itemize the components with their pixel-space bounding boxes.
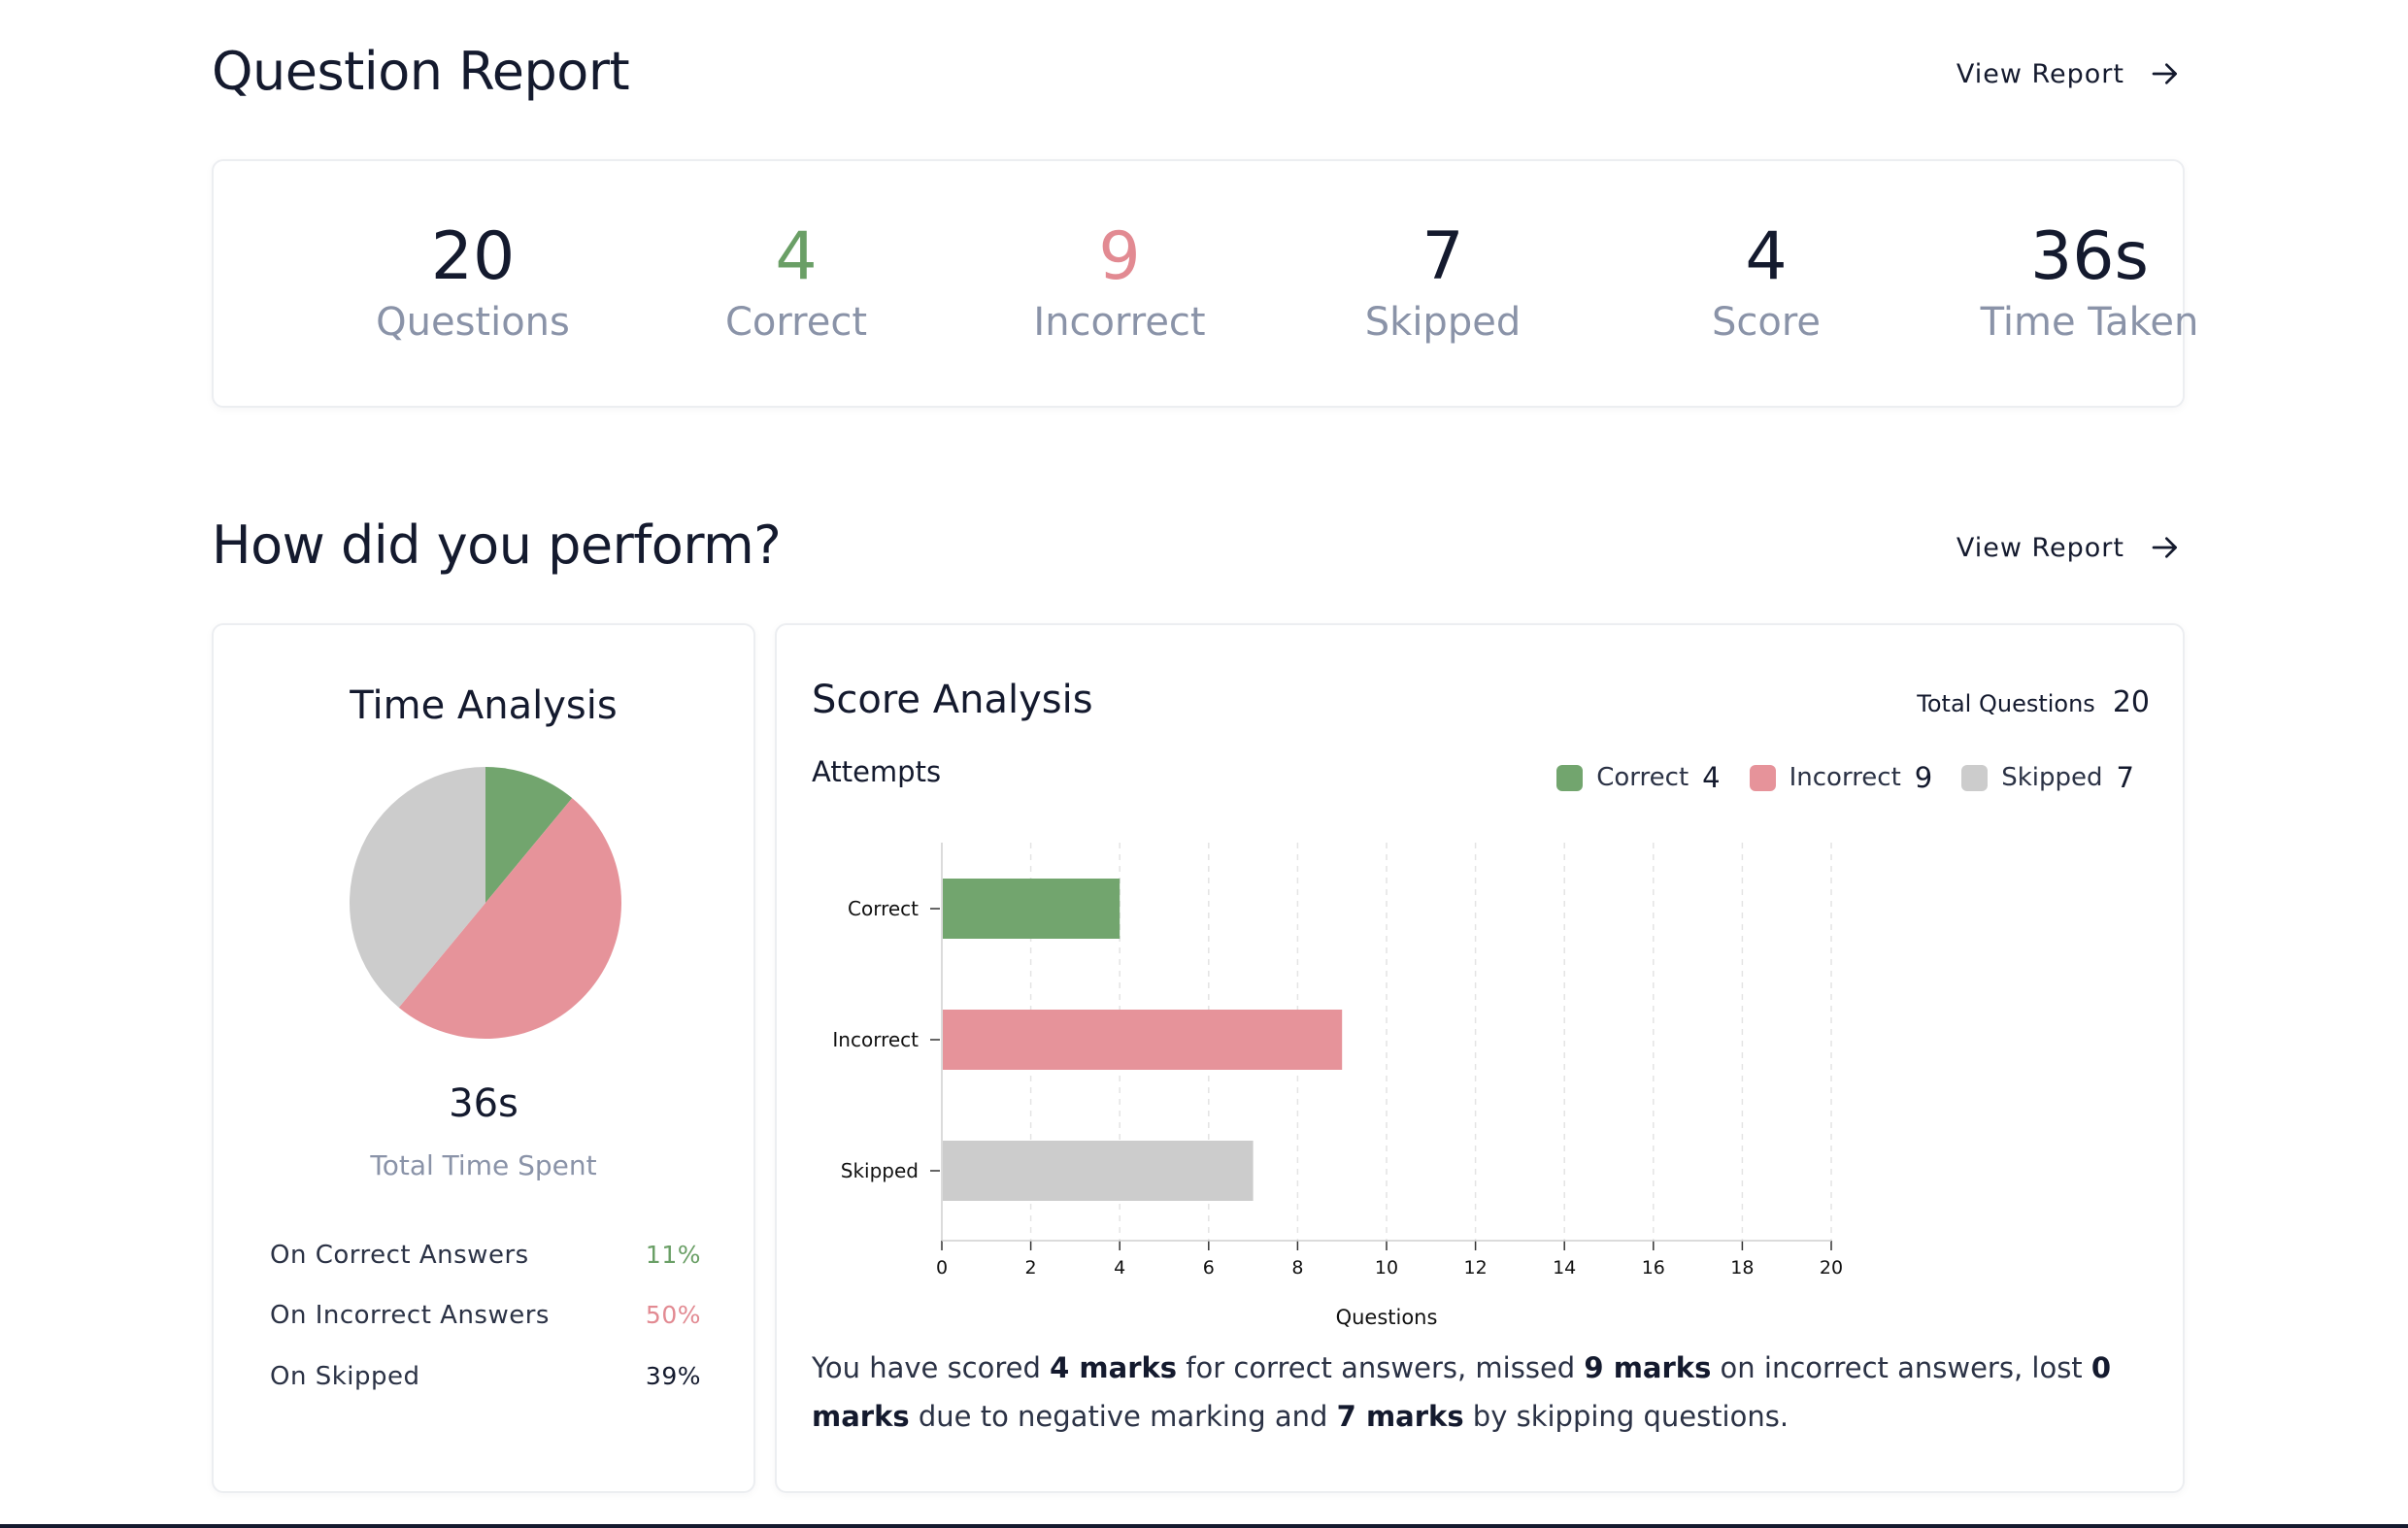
time-row-label: On Skipped <box>270 1362 420 1391</box>
score-analysis-title: Score Analysis <box>812 678 1093 722</box>
total-questions: Total Questions 20 <box>1917 685 2150 719</box>
summary-correct-marks: 4 marks <box>1050 1351 1178 1384</box>
summary-negative-marks: 0 marks <box>812 1351 2112 1433</box>
view-report-label: View Report <box>1956 532 2124 563</box>
time-row-label: On Correct Answers <box>270 1241 529 1270</box>
performance-title: How did you perform? <box>212 515 782 576</box>
legend-item-skipped: Skipped 7 <box>1961 761 2134 794</box>
time-row-correct: On Correct Answers 11% <box>270 1241 701 1270</box>
summary-incorrect-marks: 9 marks <box>1584 1351 1712 1384</box>
y-tick-label: Skipped <box>841 1159 919 1182</box>
attempts-label: Attempts <box>812 755 942 788</box>
x-tick-label: 14 <box>1553 1257 1576 1279</box>
total-questions-label: Total Questions <box>1917 690 2095 717</box>
x-tick-label: 20 <box>1820 1257 1843 1279</box>
stat-label: Incorrect <box>1033 300 1206 345</box>
legend-swatch <box>1961 764 1989 791</box>
bottom-divider <box>0 1524 2408 1528</box>
summary-text: due to negative marking and <box>909 1400 1337 1433</box>
total-time-label: Total Time Spent <box>370 1149 597 1181</box>
stat-value: 4 <box>775 218 818 295</box>
legend-count: 7 <box>2116 761 2134 794</box>
x-tick-label: 8 <box>1291 1257 1303 1279</box>
legend-count: 4 <box>1702 761 1721 794</box>
pie-slice-skipped <box>350 767 485 1008</box>
bar-correct <box>943 879 1120 939</box>
stat-label: Correct <box>725 300 867 345</box>
legend-label: Skipped <box>2001 763 2103 792</box>
view-report-label: View Report <box>1956 58 2124 89</box>
summary-text: for correct answers, missed <box>1177 1351 1585 1384</box>
x-tick-label: 16 <box>1642 1257 1665 1279</box>
x-tick-label: 18 <box>1730 1257 1754 1279</box>
summary-skipped-marks: 7 marks <box>1336 1400 1464 1433</box>
stat-value: 36s <box>2030 218 2149 295</box>
total-time-value: 36s <box>449 1081 518 1126</box>
summary-text: on incorrect answers, lost <box>1711 1351 2091 1384</box>
summary-text: You have scored <box>812 1351 1051 1384</box>
time-analysis-card: Time Analysis 36s Total Time Spent On Co… <box>212 623 755 1493</box>
pie-slice-incorrect <box>398 798 621 1039</box>
x-tick-label: 0 <box>936 1257 948 1279</box>
y-tick-label: Incorrect <box>832 1028 919 1051</box>
legend-swatch <box>1556 764 1584 791</box>
x-axis-label: Questions <box>1336 1306 1438 1329</box>
arrow-right-icon <box>2152 63 2177 84</box>
x-tick-label: 12 <box>1464 1257 1488 1279</box>
arrow-right-icon <box>2152 537 2177 558</box>
x-tick-label: 2 <box>1025 1257 1037 1279</box>
x-tick-label: 4 <box>1114 1257 1125 1279</box>
time-row-percent: 50% <box>645 1301 701 1329</box>
time-row-percent: 11% <box>645 1241 701 1269</box>
time-analysis-title: Time Analysis <box>350 683 618 728</box>
time-row-incorrect: On Incorrect Answers 50% <box>270 1301 701 1330</box>
stat-skipped: 7 Skipped <box>1297 219 1589 349</box>
time-pie-chart <box>350 767 621 1039</box>
score-analysis-card: Score Analysis Total Questions 20 Attemp… <box>775 623 2185 1493</box>
legend-item-incorrect: Incorrect 9 <box>1749 761 1933 794</box>
time-row-label: On Incorrect Answers <box>270 1301 550 1330</box>
stat-label: Skipped <box>1364 300 1522 345</box>
bar-skipped <box>943 1141 1254 1201</box>
stat-score: 4 Score <box>1621 219 1912 349</box>
stat-questions: 20 Questions <box>327 219 619 349</box>
stat-label: Questions <box>376 300 570 345</box>
time-row-skipped: On Skipped 39% <box>270 1362 701 1391</box>
legend-label: Correct <box>1596 763 1689 792</box>
question-stats-card: 20 Questions 4 Correct 9 Incorrect 7 Ski… <box>212 159 2198 408</box>
stat-value: 20 <box>430 218 516 295</box>
stat-value: 9 <box>1098 218 1141 295</box>
attempts-bar-chart: 0 2 4 6 8 10 12 14 16 18 20 Correct Incorrect Skipped… <box>832 843 1843 1329</box>
total-questions-value: 20 <box>2112 685 2150 719</box>
y-tick-label: Correct <box>848 897 919 920</box>
stat-label: Time Taken <box>1980 300 2199 345</box>
summary-text: by skipping questions. <box>1463 1400 1789 1433</box>
stat-time-taken: 36s Time Taken <box>1944 219 2235 349</box>
stat-correct: 4 Correct <box>651 219 942 349</box>
question-report-title: Question Report <box>212 41 630 102</box>
stat-label: Score <box>1711 300 1822 345</box>
score-summary: You have scored 4 marks for correct answ… <box>812 1344 2161 1441</box>
legend-item-correct: Correct 4 <box>1556 761 1721 794</box>
pie-slice-correct <box>485 767 573 903</box>
stat-value: 4 <box>1745 218 1788 295</box>
legend-count: 9 <box>1914 761 1933 794</box>
question-report-view-report-link[interactable]: View Report <box>1956 58 2181 89</box>
stat-incorrect: 9 Incorrect <box>974 219 1265 349</box>
time-row-percent: 39% <box>645 1362 701 1390</box>
bar-incorrect <box>943 1010 1343 1070</box>
legend-label: Incorrect <box>1789 763 1901 792</box>
x-tick-label: 6 <box>1203 1257 1215 1279</box>
x-tick-label: 10 <box>1375 1257 1398 1279</box>
legend-swatch <box>1749 764 1776 791</box>
chart-legend: Correct 4 Incorrect 9 Skipped 7 <box>1556 761 2134 794</box>
stat-value: 7 <box>1421 218 1464 295</box>
performance-view-report-link[interactable]: View Report <box>1956 532 2181 563</box>
